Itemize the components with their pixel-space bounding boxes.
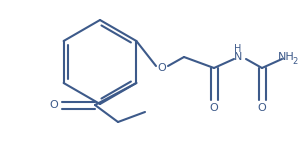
Text: O: O — [210, 103, 218, 113]
Text: NH: NH — [278, 52, 294, 62]
Text: H: H — [234, 44, 242, 54]
Text: O: O — [257, 103, 266, 113]
Text: O: O — [158, 63, 166, 73]
Text: O: O — [50, 100, 59, 110]
Text: 2: 2 — [292, 57, 298, 66]
Text: N: N — [234, 52, 242, 62]
